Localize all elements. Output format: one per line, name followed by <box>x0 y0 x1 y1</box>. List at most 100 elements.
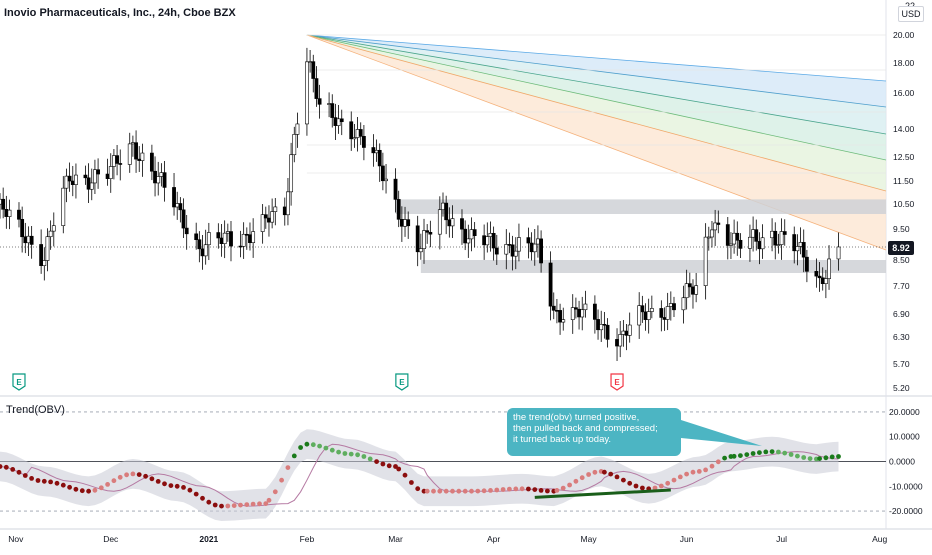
candle-body <box>67 175 72 182</box>
candle-body <box>662 317 667 320</box>
candle-body <box>64 175 69 189</box>
candle-body <box>539 238 543 264</box>
indicator-point <box>54 480 60 486</box>
candle-body <box>156 176 161 184</box>
currency-badge[interactable]: USD <box>898 6 924 22</box>
indicator-point <box>545 488 550 494</box>
earnings-marker-icon <box>610 373 624 391</box>
candle-body <box>384 178 388 182</box>
candle-body <box>422 230 426 250</box>
candle-body <box>482 235 487 246</box>
candle-body <box>814 271 819 277</box>
candle-body <box>735 232 740 241</box>
price-tick-label: 5.70 <box>893 359 910 369</box>
candle-body <box>153 170 157 184</box>
indicator-point <box>627 480 633 486</box>
price-tick-label: 7.70 <box>893 281 910 291</box>
indicator-point <box>367 456 373 462</box>
candle-body <box>178 203 183 211</box>
candle-body <box>548 262 553 307</box>
indicator-title[interactable]: Trend(OBV) <box>6 404 65 416</box>
price-tick-label: 8.50 <box>893 255 910 265</box>
indicator-point <box>769 449 775 454</box>
indicator-point <box>291 453 297 459</box>
candle-body <box>260 214 265 232</box>
time-tick-label: Jun <box>680 534 694 544</box>
candle-body <box>172 187 176 208</box>
price-tick-label: 11.50 <box>893 176 914 186</box>
indicator-point <box>690 469 696 475</box>
indicator-point <box>336 449 341 455</box>
candle-body <box>782 231 787 235</box>
candle-body <box>305 61 309 125</box>
indicator-point <box>143 473 149 479</box>
indicator-point <box>579 475 585 481</box>
indicator-point <box>757 450 762 455</box>
indicator-point <box>586 472 591 477</box>
candle-body <box>377 149 382 167</box>
indicator-point <box>396 466 402 472</box>
candle-body <box>510 244 515 257</box>
candle-body <box>403 219 407 227</box>
indicator-point <box>361 454 367 459</box>
indicator-point <box>614 474 620 480</box>
candle-body <box>89 182 94 190</box>
candle-body <box>406 219 411 227</box>
fan-line <box>306 34 887 108</box>
candle-body <box>181 209 186 229</box>
indicator-point <box>73 486 79 492</box>
candle-body <box>649 308 654 312</box>
indicator-point <box>168 483 174 488</box>
candle-body <box>836 246 841 260</box>
candle-body <box>184 227 189 235</box>
indicator-point <box>257 501 262 507</box>
price-tick-label: 12.50 <box>893 152 915 162</box>
price-tick-label: 16.00 <box>893 88 915 98</box>
candle-body <box>380 165 385 182</box>
earnings-marker-label: E <box>399 378 405 387</box>
time-tick-label: Nov <box>8 534 24 544</box>
earnings-marker-label: E <box>614 378 620 387</box>
candle-body <box>29 235 34 245</box>
candle-body <box>292 134 297 156</box>
candle-body <box>823 278 828 284</box>
candle-body <box>817 275 822 279</box>
indicator-point <box>715 459 721 465</box>
resistance-zone <box>395 199 886 214</box>
candle-body <box>74 174 78 185</box>
candle-body <box>241 233 246 247</box>
indicator-point <box>231 503 237 508</box>
candle-body <box>1 198 6 210</box>
indicator-point <box>494 487 500 493</box>
indicator-point <box>124 472 129 478</box>
candle-body <box>760 237 765 250</box>
candle-body <box>776 244 781 246</box>
indicator-point <box>174 483 180 489</box>
candle-body <box>222 232 227 244</box>
candle-body <box>801 242 806 258</box>
indicator-point <box>836 454 841 459</box>
indicator-point <box>462 488 468 494</box>
indicator-point <box>750 451 756 456</box>
indicator-point <box>67 484 72 490</box>
indicator-point <box>703 467 708 473</box>
annotation-line: the trend(obv) turned positive, <box>513 412 640 423</box>
indicator-point <box>608 471 614 477</box>
candle-body <box>570 307 575 320</box>
indicator-point <box>807 456 813 461</box>
price-tick-label: 20.00 <box>893 30 915 40</box>
candle-body <box>668 303 673 307</box>
candle-body <box>729 243 733 246</box>
candle-body <box>599 324 604 331</box>
candle-body <box>295 123 300 135</box>
indicator-point <box>374 459 379 464</box>
candle-body <box>358 129 363 137</box>
candle-body <box>684 283 689 299</box>
indicator-point <box>136 472 142 477</box>
candle-body <box>517 237 521 252</box>
indicator-point <box>48 479 53 485</box>
candle-body <box>162 172 167 188</box>
candle-body <box>529 242 534 253</box>
indicator-point <box>481 488 487 494</box>
price-tick-label: 6.30 <box>893 332 910 342</box>
